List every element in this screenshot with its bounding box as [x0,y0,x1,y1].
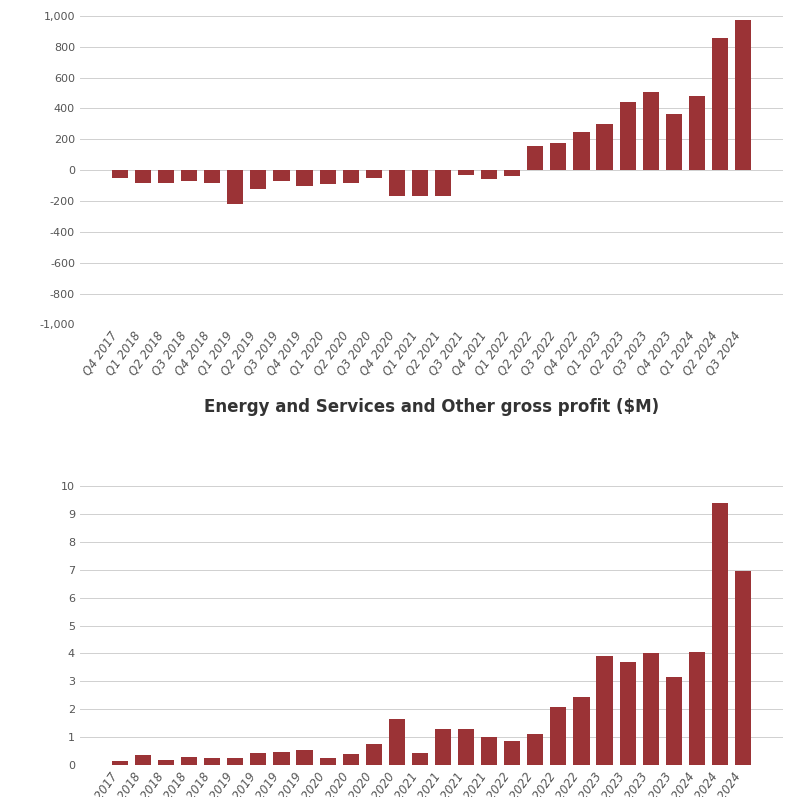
Bar [320,758,336,765]
Bar [250,171,267,189]
Bar [458,171,474,175]
Bar [481,171,497,179]
Bar [205,758,221,765]
Bar [181,756,197,765]
Bar [689,96,705,171]
Bar [135,171,151,183]
Bar [389,171,405,196]
Bar [112,761,128,765]
Bar [343,171,359,183]
Bar [527,147,543,171]
Bar [296,171,312,186]
Bar [343,754,359,765]
Bar [435,171,451,196]
Bar [227,171,244,204]
Bar [735,20,751,171]
Bar [574,132,590,171]
Bar [642,654,658,765]
Bar [551,706,566,765]
Bar [158,171,174,183]
Bar [574,697,590,765]
Bar [366,171,382,178]
Bar [619,102,636,171]
X-axis label: Energy and Services and Other gross profit ($M): Energy and Services and Other gross prof… [204,398,659,415]
Bar [158,760,174,765]
Bar [596,124,613,171]
Bar [504,741,520,765]
Bar [181,171,197,181]
Bar [504,171,520,176]
Bar [596,656,613,765]
Bar [273,171,289,181]
Bar [411,752,428,765]
Bar [435,728,451,765]
Bar [619,662,636,765]
Bar [273,752,289,765]
Bar [642,92,658,171]
Bar [112,171,128,178]
Bar [666,114,682,171]
Bar [366,744,382,765]
Bar [411,171,428,196]
Bar [227,758,244,765]
Bar [689,652,705,765]
Bar [205,171,221,183]
Bar [551,143,566,171]
Bar [666,677,682,765]
Bar [320,171,336,184]
Bar [389,719,405,765]
Bar [735,571,751,765]
Bar [712,37,728,171]
Bar [296,750,312,765]
Bar [135,756,151,765]
Bar [527,734,543,765]
Bar [458,728,474,765]
Bar [712,503,728,765]
Bar [250,752,267,765]
Bar [481,737,497,765]
